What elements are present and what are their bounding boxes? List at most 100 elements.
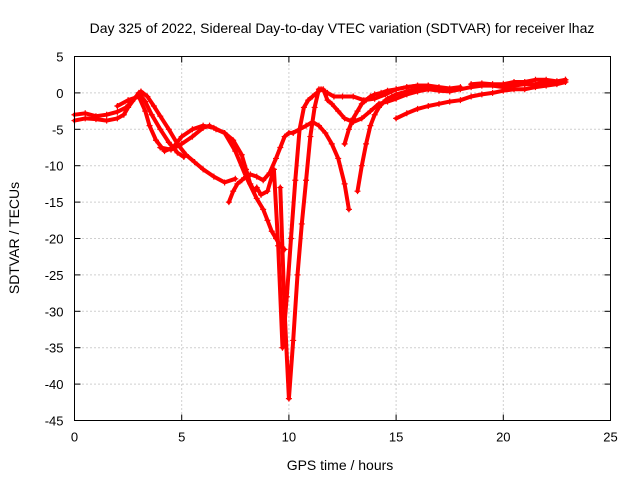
y-tick-label: -30 xyxy=(45,304,64,319)
data-point xyxy=(532,84,539,91)
data-point xyxy=(290,129,297,136)
data-point xyxy=(206,122,213,129)
y-tick-label: -40 xyxy=(45,377,64,392)
y-tick-label: -20 xyxy=(45,232,64,247)
y-tick-label: -10 xyxy=(45,159,64,174)
data-point xyxy=(543,76,550,83)
series-line xyxy=(278,87,431,401)
data-point xyxy=(371,91,378,98)
data-point xyxy=(298,220,305,227)
data-point xyxy=(275,242,282,249)
data-point xyxy=(500,87,507,94)
data-point xyxy=(146,122,153,129)
x-tick-label: 15 xyxy=(389,430,403,445)
data-point xyxy=(363,97,370,104)
data-point xyxy=(446,98,453,105)
series-arc-4 xyxy=(157,122,258,195)
data-point xyxy=(288,235,295,242)
data-point xyxy=(238,177,245,184)
data-point xyxy=(393,115,400,122)
data-point xyxy=(135,93,142,100)
data-point xyxy=(350,115,357,122)
data-point xyxy=(281,133,288,140)
data-point xyxy=(243,166,250,173)
data-point xyxy=(120,111,127,118)
data-point xyxy=(174,149,181,156)
data-point xyxy=(234,180,241,187)
y-tick-label: -15 xyxy=(45,195,64,210)
data-point xyxy=(103,117,110,124)
data-point xyxy=(358,100,365,107)
data-point xyxy=(114,115,121,122)
x-tick-label: 10 xyxy=(282,430,296,445)
data-point xyxy=(180,153,187,160)
data-point xyxy=(311,104,318,111)
y-axis-label: SDTVAR / TECUs xyxy=(6,182,22,294)
data-point xyxy=(290,337,297,344)
data-point xyxy=(446,88,453,95)
data-point xyxy=(230,137,237,144)
data-point xyxy=(210,173,217,180)
data-point xyxy=(277,184,284,191)
data-point xyxy=(341,180,348,187)
y-tick-label: -5 xyxy=(52,122,64,137)
data-point xyxy=(303,122,310,129)
series-line xyxy=(355,77,568,194)
data-point xyxy=(264,188,271,195)
data-point xyxy=(303,177,310,184)
data-point xyxy=(294,271,301,278)
x-tick-label: 5 xyxy=(178,430,185,445)
data-point xyxy=(341,115,348,122)
data-point xyxy=(384,87,391,94)
series-line xyxy=(254,83,431,350)
data-point xyxy=(178,140,185,147)
data-point xyxy=(200,166,207,173)
data-point xyxy=(142,108,149,115)
data-point xyxy=(260,206,267,213)
data-point xyxy=(367,108,374,115)
data-point xyxy=(562,76,569,83)
data-point xyxy=(281,308,288,315)
y-tick-label: -45 xyxy=(45,414,64,429)
data-point xyxy=(221,179,228,186)
data-point xyxy=(532,76,539,83)
data-point xyxy=(125,97,132,104)
y-tick-label: -25 xyxy=(45,268,64,283)
data-point xyxy=(328,100,335,107)
data-point xyxy=(270,166,277,173)
data-point xyxy=(457,86,464,93)
data-point xyxy=(511,78,518,85)
data-point xyxy=(315,122,322,129)
data-point xyxy=(189,133,196,140)
data-point xyxy=(345,126,352,133)
data-point xyxy=(268,228,275,235)
data-point xyxy=(82,110,89,117)
data-point xyxy=(189,126,196,133)
data-point xyxy=(157,144,164,151)
data-point xyxy=(358,115,365,122)
data-point xyxy=(339,93,346,100)
data-point xyxy=(367,93,374,100)
data-point xyxy=(457,97,464,104)
data-point xyxy=(543,82,550,89)
data-point xyxy=(403,110,410,117)
data-point xyxy=(425,103,432,110)
data-point xyxy=(322,129,329,136)
series-arc-3 xyxy=(114,93,288,253)
data-point xyxy=(253,195,260,202)
data-point xyxy=(478,80,485,87)
data-point xyxy=(258,191,265,198)
series-line xyxy=(115,94,287,252)
data-point xyxy=(553,78,560,85)
data-point xyxy=(388,93,395,100)
data-point xyxy=(292,177,299,184)
data-point xyxy=(225,199,232,206)
data-point xyxy=(345,206,352,213)
data-point xyxy=(253,184,260,191)
data-point xyxy=(125,104,132,111)
data-point xyxy=(230,188,237,195)
y-tick-label: -35 xyxy=(45,341,64,356)
series-arc-11 xyxy=(468,76,569,88)
data-point xyxy=(103,111,110,118)
data-point xyxy=(305,97,312,104)
